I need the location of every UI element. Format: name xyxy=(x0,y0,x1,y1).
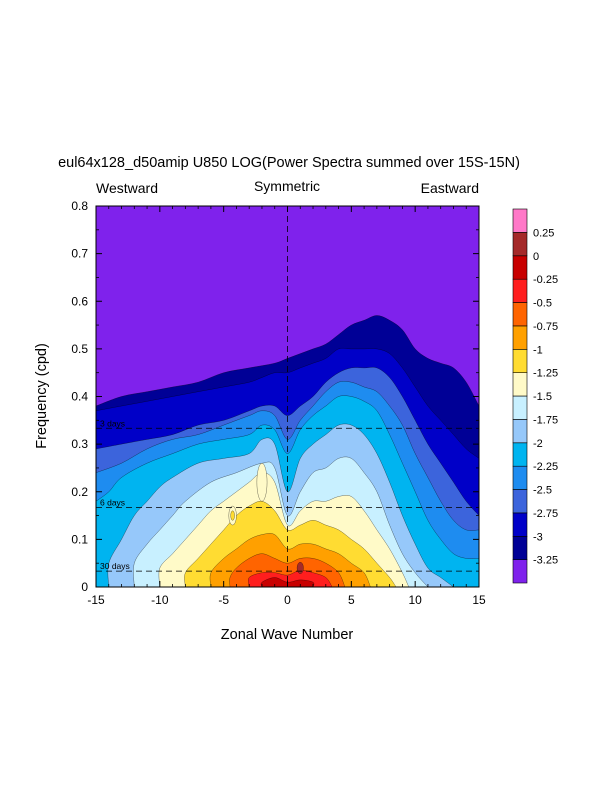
colorbar-label: -2.5 xyxy=(533,485,552,497)
y-tick-label: 0.1 xyxy=(71,532,88,546)
x-tick-label: -15 xyxy=(87,593,105,607)
colorbar-label: -2 xyxy=(533,438,543,450)
colorbar-label: 0.25 xyxy=(533,227,554,239)
colorbar-label: -2.25 xyxy=(533,461,558,473)
x-tick-label: -10 xyxy=(151,593,169,607)
colorbar-swatch xyxy=(512,442,528,467)
colorbar-label: -0.75 xyxy=(533,321,558,333)
colorbar-swatch xyxy=(512,372,528,397)
colorbar-swatch xyxy=(512,278,528,303)
x-tick-label: 0 xyxy=(284,593,291,607)
colorbar-label: -1.25 xyxy=(533,368,558,380)
colorbar-swatch xyxy=(512,395,528,420)
colorbar-label: -0.5 xyxy=(533,298,552,310)
colorbar-label: -3.25 xyxy=(533,555,558,567)
colorbar-label: -1.75 xyxy=(533,414,558,426)
colorbar-label: -3 xyxy=(533,531,543,543)
colorbar-swatch xyxy=(512,232,528,257)
plot-area: 3 days 6 days 30 days -15 -10 -5 0 5 10 15 0 0.1 0.2… xyxy=(71,199,486,607)
y-axis-label: Frequency (cpd) xyxy=(34,343,50,449)
colorbar-swatch xyxy=(512,535,528,560)
colorbar: 0.25 0 -0.25 -0.5 -0.75 -1 -1.25 -1.5 -1.75 -2 -2.… xyxy=(512,208,558,584)
period-label: 6 days xyxy=(100,498,125,508)
contour-patch xyxy=(256,462,268,502)
subtitle-westward: Westward xyxy=(96,180,158,196)
chart-title: eul64x128_d50amip U850 LOG(Power Spectra… xyxy=(58,155,520,171)
colorbar-label: -1 xyxy=(533,344,543,356)
x-tick-label: 5 xyxy=(348,593,355,607)
colorbar-swatch xyxy=(512,559,528,584)
subtitle-eastward: Eastward xyxy=(421,180,479,196)
contour-patch xyxy=(296,561,304,574)
y-tick-label: 0.2 xyxy=(71,485,88,499)
y-tick-label: 0.7 xyxy=(71,247,88,261)
colorbar-swatch xyxy=(512,512,528,537)
colorbar-swatch xyxy=(512,465,528,490)
colorbar-swatch xyxy=(512,325,528,350)
x-tick-label: -5 xyxy=(218,593,229,607)
y-tick-label: 0 xyxy=(81,580,88,594)
colorbar-swatch xyxy=(512,302,528,327)
colorbar-label: -2.75 xyxy=(533,508,558,520)
subtitle-symmetric: Symmetric xyxy=(254,178,320,194)
colorbar-swatch xyxy=(512,348,528,373)
contour-patch xyxy=(230,510,235,521)
period-label: 30 days xyxy=(100,561,130,571)
y-tick-label: 0.6 xyxy=(71,294,88,308)
x-axis-label: Zonal Wave Number xyxy=(221,627,354,643)
y-tick-label: 0.5 xyxy=(71,342,88,356)
x-tick-label: 10 xyxy=(408,593,422,607)
colorbar-label: -1.5 xyxy=(533,391,552,403)
y-tick-label: 0.3 xyxy=(71,437,88,451)
period-label: 3 days xyxy=(100,418,125,428)
colorbar-swatch xyxy=(512,208,528,233)
colorbar-label: 0 xyxy=(533,251,539,263)
x-tick-label: 15 xyxy=(472,593,486,607)
y-tick-label: 0.8 xyxy=(71,199,88,213)
colorbar-label: -0.25 xyxy=(533,274,558,286)
colorbar-swatch xyxy=(512,489,528,514)
y-tick-label: 0.4 xyxy=(71,390,88,404)
colorbar-swatch xyxy=(512,419,528,444)
colorbar-swatch xyxy=(512,255,528,280)
